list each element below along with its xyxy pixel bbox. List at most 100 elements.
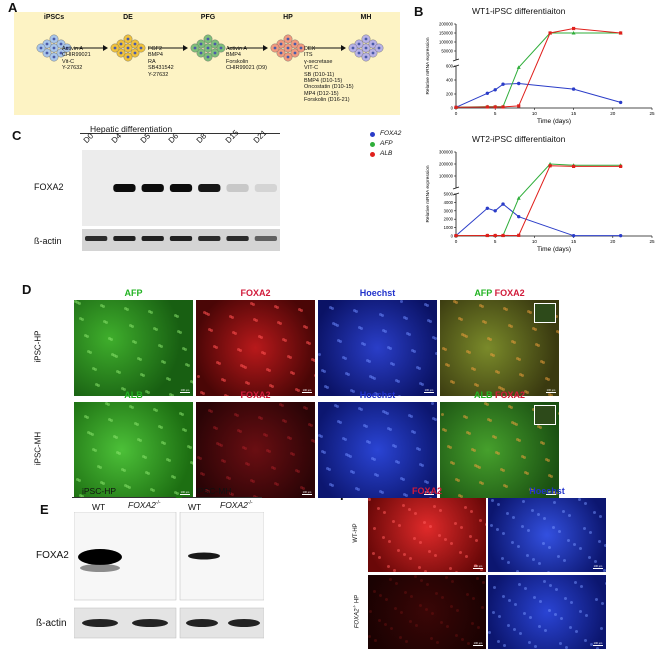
cell-dot — [590, 643, 593, 646]
cell-dot — [111, 353, 114, 356]
cell-dot — [481, 482, 484, 485]
inset-zoom-box — [534, 303, 556, 323]
cell-dot — [87, 431, 90, 434]
cell-dot — [197, 456, 200, 459]
cell-dot — [76, 478, 79, 481]
condition-block-4: DEX ITS γ-secretase VIT-C SB (D10-11) BM… — [304, 46, 354, 104]
cell-dot — [368, 498, 371, 501]
condition-text: FGF2 — [148, 46, 163, 52]
cell-dot — [321, 369, 324, 372]
cell-dot — [368, 635, 371, 638]
cell-dot — [549, 584, 552, 587]
cell-dot — [336, 324, 339, 327]
cell-dot — [279, 322, 282, 325]
condition-block-3: Activin A BMP4 Forskolin CHIR99021 (D9) — [226, 46, 267, 72]
cell-dot — [387, 427, 390, 430]
cell-dot — [228, 477, 231, 480]
cell-dot — [553, 501, 556, 504]
cell-dot — [510, 325, 513, 328]
cell-dot — [95, 383, 98, 386]
cell-dot — [177, 330, 180, 333]
cell-dot — [379, 490, 382, 493]
cell-dot — [289, 356, 292, 359]
cell-dot — [190, 380, 193, 383]
cell-dot — [526, 554, 529, 557]
cell-dot — [187, 364, 190, 367]
cell-dot — [234, 332, 237, 335]
cell-dot — [421, 464, 424, 467]
panel-f-ko-suffix: HP — [354, 594, 361, 605]
cell-dot — [482, 581, 485, 584]
x-tick-label: 0 — [455, 111, 458, 116]
cell-dot — [147, 472, 150, 475]
cell-dot — [416, 447, 419, 450]
data-point-foxa2 — [571, 233, 576, 238]
blot-c-row-actin: ß-actin — [34, 236, 62, 246]
cell-dot — [548, 393, 551, 396]
cell-dot — [532, 558, 535, 561]
cell-dot — [600, 627, 603, 630]
merge-label-red: FOXA2 — [494, 390, 525, 400]
cell-dot — [543, 517, 546, 520]
cell-dot — [554, 613, 557, 616]
cell-dot — [168, 378, 171, 381]
cell-dot — [107, 403, 110, 406]
cell-dot — [358, 407, 361, 410]
cell-dot — [199, 457, 202, 460]
cell-nucleus-icon — [119, 51, 123, 55]
cell-dot — [100, 481, 103, 484]
legend-label-2: ALB — [380, 150, 393, 157]
y-tick-label: 50000 — [441, 49, 453, 54]
cell-dot — [158, 425, 161, 428]
inset-zoom-box — [534, 405, 556, 425]
cell-dot — [326, 467, 329, 470]
cell-dot — [363, 343, 366, 346]
cell-dot — [190, 461, 193, 464]
cell-dot — [153, 327, 156, 330]
cell-dot — [527, 529, 530, 532]
cell-dot — [450, 542, 453, 545]
legend-label-1: AFP — [380, 140, 393, 147]
cell-dot — [465, 555, 468, 558]
cell-nucleus-icon — [357, 51, 361, 55]
cell-dot — [408, 414, 411, 417]
cell-dot — [345, 453, 348, 456]
cell-dot — [239, 349, 242, 352]
cell-dot — [395, 582, 398, 585]
cell-dot — [189, 446, 192, 449]
data-point-foxa2 — [485, 206, 490, 210]
cell-dot — [131, 325, 134, 328]
blot-c-actin-band — [198, 236, 221, 241]
cell-dot — [474, 383, 477, 386]
cell-dot — [118, 452, 121, 455]
condition-text: SB (D10-11) — [304, 71, 335, 78]
blot-e-lane-wt2: WT — [188, 502, 202, 512]
cell-dot — [297, 389, 300, 392]
cell-dot — [484, 321, 487, 324]
cell-nucleus-icon — [113, 46, 117, 50]
cell-dot — [271, 466, 274, 469]
cell-dot — [239, 430, 242, 433]
cell-dot — [381, 491, 384, 494]
cell-dot — [500, 387, 503, 390]
cell-dot — [400, 300, 403, 303]
condition-text: Y-27632 — [148, 71, 169, 78]
cell-dot — [84, 334, 87, 337]
cell-dot — [409, 557, 412, 560]
cell-dot — [558, 530, 561, 533]
x-tick-label: 5 — [494, 239, 497, 244]
cell-dot — [253, 495, 256, 498]
cell-dot — [450, 380, 453, 383]
data-point-foxa2 — [517, 81, 521, 86]
cell-dot — [501, 557, 504, 560]
cell-dot — [303, 406, 306, 409]
blot-c-actin-band — [226, 236, 249, 241]
cell-dot — [372, 552, 375, 555]
cell-dot — [334, 323, 337, 326]
data-point-alb — [485, 105, 489, 109]
cell-dot — [424, 303, 427, 306]
arrow-head-icon — [263, 45, 268, 51]
cell-dot — [269, 384, 272, 387]
cell-dot — [492, 354, 495, 357]
cell-dot — [598, 540, 601, 543]
